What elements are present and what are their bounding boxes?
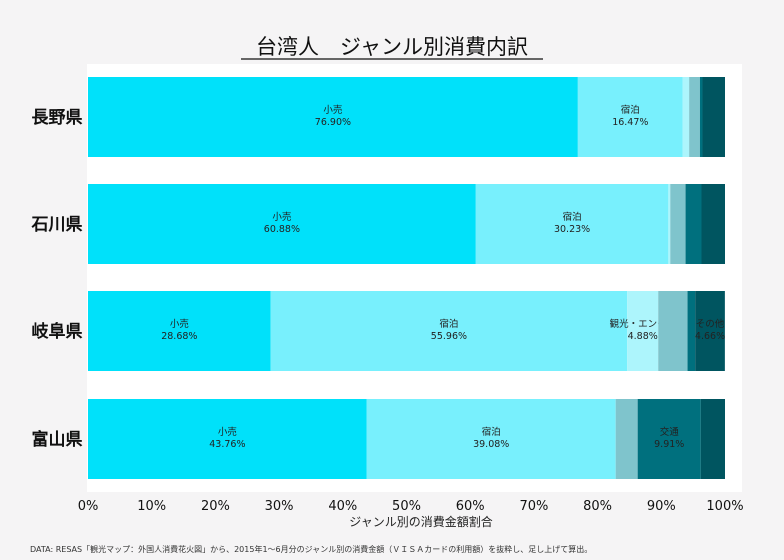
- segment-value-label: 60.88%: [264, 224, 300, 235]
- x-tick-label: 20%: [201, 499, 230, 514]
- x-tick-label: 0%: [78, 499, 99, 514]
- segment-value-label: 39.08%: [473, 439, 509, 450]
- bar-segment-transport: [687, 291, 696, 371]
- segment-value-label: 4.88%: [628, 331, 658, 342]
- segment-name-label: 宿泊: [563, 211, 582, 223]
- bar-segment-retail: [88, 184, 476, 264]
- x-tick-label: 40%: [328, 499, 357, 514]
- segment-name-label: 小売: [272, 211, 291, 223]
- segment-value-label: 16.47%: [612, 117, 648, 128]
- segment-name-label: 交通: [660, 426, 680, 438]
- x-tick-label: 60%: [456, 499, 485, 514]
- bar-segment-other: [702, 77, 725, 157]
- bar-segment-dining: [689, 77, 700, 157]
- segment-value-label: 30.23%: [554, 224, 590, 235]
- row-label: 石川県: [31, 215, 83, 235]
- bar-segment-other: [701, 184, 725, 264]
- x-tick-label: 50%: [392, 499, 421, 514]
- bar-segment-transport: [685, 184, 702, 264]
- bar-segment-dining: [658, 291, 688, 371]
- x-tick-label: 70%: [519, 499, 548, 514]
- bar-segment-retail: [88, 291, 271, 371]
- bar-segment-other: [700, 399, 725, 479]
- bar-segment-entertainment: [682, 77, 690, 157]
- x-tick-label: 30%: [265, 499, 294, 514]
- x-axis-label: ジャンル別の消費金額割合: [349, 514, 492, 529]
- x-tick-label: 100%: [706, 499, 743, 514]
- segment-name-label: 宿泊: [439, 318, 458, 330]
- bar-segment-other: [695, 291, 725, 371]
- segment-value-label: 76.90%: [315, 117, 351, 128]
- bar-segment-lodging: [270, 291, 628, 371]
- bar-segment-lodging: [475, 184, 669, 264]
- bar-segment-retail: [88, 399, 367, 479]
- row-label: 富山県: [32, 429, 83, 450]
- segment-name-label: 宿泊: [621, 104, 640, 116]
- segment-value-label: 55.96%: [431, 331, 467, 342]
- bar-segment-transport: [699, 77, 703, 157]
- row-label: 岐阜県: [32, 321, 83, 342]
- x-tick-labels-group: 0% 10% 20% 30% 40% 50% 60% 70% 80% 90% 100%: [78, 499, 744, 514]
- segment-name-label: その他: [696, 318, 725, 330]
- bar-segment-dining: [615, 399, 638, 479]
- segment-name-label: 小売: [170, 318, 189, 330]
- x-tick-label: 90%: [647, 499, 676, 514]
- footnote: DATA: RESAS「観光マップ：外国人消費花火図」から、2015年1～6月分…: [30, 545, 593, 554]
- x-tick-label: 10%: [137, 499, 166, 514]
- segment-value-label: 28.68%: [161, 331, 197, 342]
- segment-value-label: 4.66%: [695, 331, 725, 342]
- bar-segment-lodging: [577, 77, 683, 157]
- bar-segment-dining: [670, 184, 686, 264]
- segment-name-label: 小売: [323, 104, 342, 116]
- row-label: 長野県: [32, 108, 83, 128]
- bar-segment-lodging: [366, 399, 616, 479]
- segment-name-label: 小売: [218, 426, 237, 438]
- chart-title: 台湾人 ジャンル別消費内訳: [256, 35, 528, 59]
- segment-name-label: 宿泊: [482, 426, 501, 438]
- bar-segment-entertainment: [668, 184, 671, 264]
- segment-value-label: 9.91%: [654, 439, 684, 450]
- x-tick-label: 80%: [583, 499, 612, 514]
- bar-segment-transport: [637, 399, 701, 479]
- bar-segment-retail: [88, 77, 578, 157]
- bar-segment-entertainment: [627, 291, 659, 371]
- bars-group: 小売76.90%宿泊16.47%小売60.88%宿泊30.23%小売28.68%…: [88, 77, 725, 479]
- segment-value-label: 43.76%: [209, 439, 245, 450]
